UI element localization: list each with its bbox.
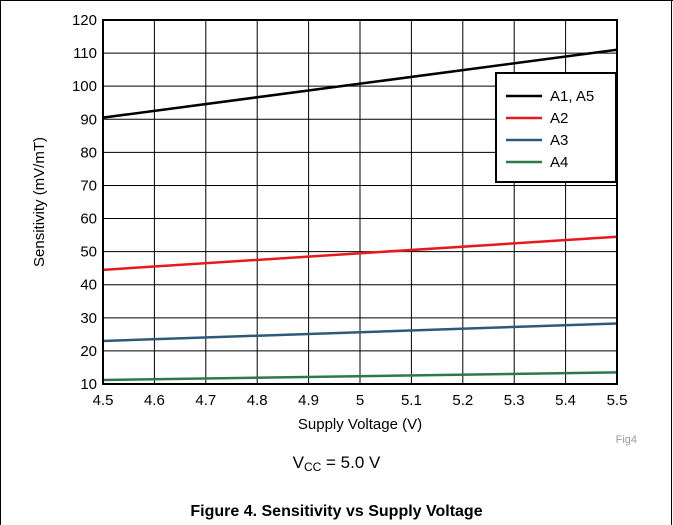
legend-label: A3	[550, 132, 568, 149]
y-tick-label: 20	[80, 343, 97, 360]
legend-label: A2	[550, 110, 568, 127]
x-tick-label: 5.4	[555, 392, 576, 409]
test-condition: VCC = 5.0 V	[0, 453, 673, 474]
condition-subscript: CC	[303, 460, 322, 474]
y-tick-label: 10	[80, 376, 97, 393]
figure-source-tag: Fig4	[616, 434, 637, 446]
y-tick-label: 110	[73, 45, 97, 62]
frame-left-border	[0, 0, 1, 525]
x-tick-label: 4.7	[195, 392, 216, 409]
y-tick-label: 90	[80, 111, 97, 128]
legend-box	[495, 72, 617, 183]
frame-top-border	[0, 0, 673, 1]
x-tick-label: 5.3	[504, 392, 525, 409]
condition-suffix: = 5.0 V	[321, 453, 381, 472]
x-tick-label: 5.2	[452, 392, 473, 409]
y-tick-label: 120	[72, 12, 97, 29]
y-tick-label: 100	[72, 78, 97, 95]
x-tick-label: 5.1	[401, 392, 422, 409]
series-line	[102, 235, 618, 272]
y-axis-title: Sensitivity (mV/mT)	[31, 137, 48, 267]
x-tick-label: 4.9	[298, 392, 319, 409]
sensitivity-chart: 10 20 30 40 50 60 70 80 90 100 110 120 4.5 4.6 4.7 4.8…	[31, 12, 637, 446]
legend: A1, A5 A2 A3 A4	[495, 72, 617, 183]
x-tick-label: 5	[356, 392, 364, 409]
plot-area-border	[102, 19, 618, 385]
y-tick-label: 60	[80, 211, 97, 228]
figure-caption: Figure 4. Sensitivity vs Supply Voltage	[190, 503, 483, 520]
y-tick-label: 30	[80, 310, 97, 327]
y-tick-label: 50	[80, 244, 97, 261]
series-line	[102, 48, 618, 119]
x-tick-label: 4.5	[93, 392, 114, 409]
series-lines	[102, 48, 618, 382]
frame-right-border	[671, 0, 672, 525]
x-axis-title: Supply Voltage (V)	[298, 416, 422, 433]
x-axis-ticks: 4.5 4.6 4.7 4.8 4.9 5 5.1 5.2 5.3 5.4 5.5	[93, 392, 628, 409]
x-tick-label: 5.5	[607, 392, 628, 409]
condition-prefix: V	[292, 453, 304, 472]
x-tick-label: 4.6	[144, 392, 165, 409]
legend-label: A4	[550, 154, 568, 171]
y-tick-label: 80	[80, 144, 97, 161]
series-line	[102, 371, 618, 382]
x-tick-label: 4.8	[247, 392, 268, 409]
legend-label: A1, A5	[550, 88, 594, 105]
series-line	[102, 322, 618, 343]
y-tick-label: 70	[80, 177, 97, 194]
y-axis-ticks: 10 20 30 40 50 60 70 80 90 100 110 120	[72, 12, 97, 393]
y-tick-label: 40	[80, 277, 97, 294]
